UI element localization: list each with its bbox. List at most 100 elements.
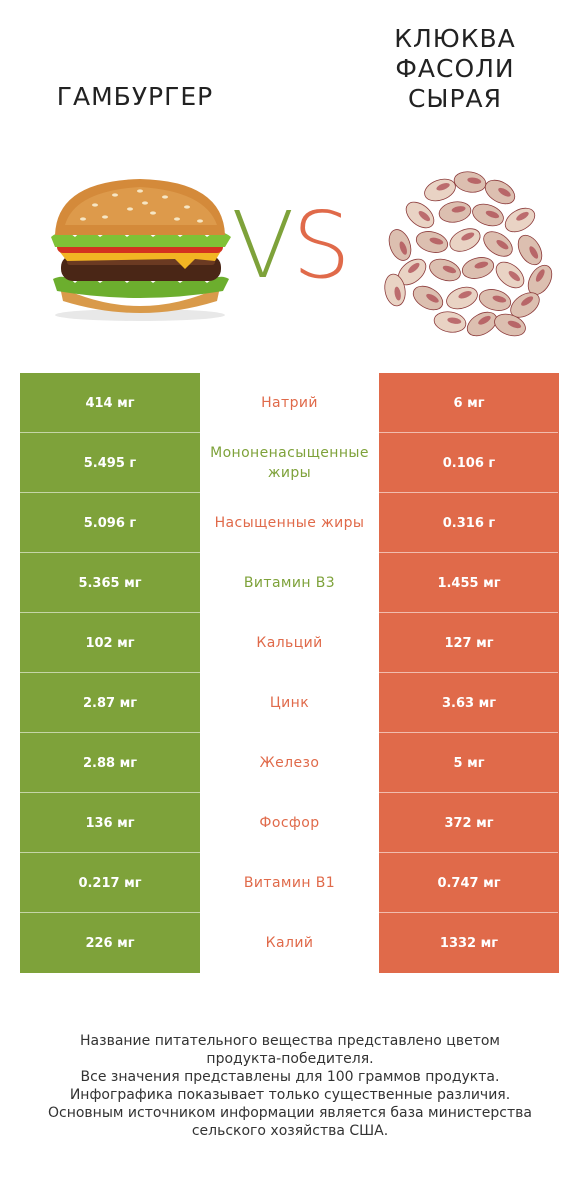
left-value: 136 мг bbox=[20, 793, 200, 853]
footnote-line: Название питательного вещества представл… bbox=[80, 1033, 500, 1049]
bean-speckle bbox=[461, 232, 475, 241]
bean-speckle bbox=[478, 315, 491, 325]
cranberry-beans-image bbox=[384, 171, 553, 337]
bean-speckle bbox=[399, 241, 407, 255]
nutrient-label: Калий bbox=[265, 935, 314, 951]
table-row: 136 мг Фосфор 372 мг bbox=[20, 793, 559, 853]
footnote-line: сельского хозяйства США. bbox=[191, 1123, 389, 1139]
nutrient-label: Цинк bbox=[269, 695, 310, 711]
bean-speckle bbox=[521, 296, 534, 306]
comparison-table: 414 мг Натрий 6 мг 5.495 г Мононенасыщенные … bbox=[20, 373, 559, 973]
right-value: 0.106 г bbox=[379, 433, 559, 493]
right-value: 3.63 мг bbox=[379, 673, 559, 733]
bean-speckle bbox=[429, 237, 444, 245]
nutrient-name: Кальций bbox=[200, 613, 379, 673]
left-value: 5.365 мг bbox=[20, 553, 200, 613]
bean-speckle bbox=[508, 270, 521, 282]
table-row: 226 мг Калий 1332 мг bbox=[20, 913, 559, 973]
nutrient-label: Натрий bbox=[261, 395, 318, 411]
nutrient-label: Железо bbox=[259, 755, 320, 771]
bean-speckle bbox=[451, 206, 466, 213]
bean-speckle bbox=[507, 320, 522, 329]
nutrient-name: Насыщенные жиры bbox=[200, 493, 379, 553]
vs-v: V bbox=[231, 192, 294, 299]
row-divider bbox=[20, 552, 200, 553]
bean-speckle bbox=[516, 211, 529, 221]
nutrient-label: Витамин B3 bbox=[243, 575, 336, 591]
table-row: 5.495 г Мононенасыщенные жиры 0.106 г bbox=[20, 433, 559, 493]
nutrient-label: Фосфор bbox=[259, 815, 320, 831]
row-divider bbox=[379, 612, 558, 613]
right-title-line: СЫРАЯ bbox=[407, 84, 503, 113]
right-value: 1332 мг bbox=[379, 913, 559, 973]
row-divider bbox=[20, 612, 200, 613]
bean-speckle bbox=[458, 291, 472, 299]
table-row: 5.365 мг Витамин B3 1.455 мг bbox=[20, 553, 559, 613]
bean-speckle bbox=[474, 261, 489, 269]
nutrient-name: Витамин B3 bbox=[200, 553, 379, 613]
right-value: 0.316 г bbox=[379, 493, 559, 553]
right-value: 6 мг bbox=[379, 373, 559, 433]
bean-speckle bbox=[529, 246, 539, 259]
left-value: 102 мг bbox=[20, 613, 200, 673]
vs-label: VS bbox=[228, 196, 352, 296]
bean-speckle bbox=[498, 187, 511, 197]
row-divider bbox=[20, 912, 200, 913]
row-divider bbox=[20, 852, 200, 853]
right-value: 5 мг bbox=[379, 733, 559, 793]
right-value: 127 мг bbox=[379, 613, 559, 673]
bean-speckle bbox=[467, 177, 482, 184]
left-product-title: ГАМБУРГЕР bbox=[56, 82, 214, 111]
right-title-line: ФАСОЛИ bbox=[395, 54, 515, 83]
footnote-line: продукта-победителя. bbox=[206, 1051, 374, 1067]
row-divider bbox=[379, 792, 558, 793]
bean-speckle bbox=[447, 317, 462, 324]
footnote-line: Основным источником информации является … bbox=[48, 1105, 532, 1121]
table-row: 414 мг Натрий 6 мг bbox=[20, 373, 559, 433]
right-value: 1.455 мг bbox=[379, 553, 559, 613]
nutrient-name: Натрий bbox=[200, 373, 379, 433]
row-divider bbox=[20, 432, 200, 433]
bean-speckle bbox=[442, 265, 457, 274]
bean-speckle bbox=[492, 295, 507, 303]
right-product-title: КЛЮКВА ФАСОЛИ СЫРАЯ bbox=[345, 24, 565, 114]
nutrient-label: Кальций bbox=[256, 635, 323, 651]
footnote-line: Все значения представлены для 100 граммо… bbox=[80, 1069, 500, 1085]
vs-s: S bbox=[292, 192, 350, 299]
row-divider bbox=[379, 552, 558, 553]
row-divider bbox=[20, 672, 200, 673]
table-row: 2.87 мг Цинк 3.63 мг bbox=[20, 673, 559, 733]
bean-speckle bbox=[408, 262, 420, 273]
left-value: 5.096 г bbox=[20, 493, 200, 553]
nutrient-name: Мононенасыщенные жиры bbox=[200, 433, 379, 493]
row-divider bbox=[379, 912, 558, 913]
table-row: 5.096 г Насыщенные жиры 0.316 г bbox=[20, 493, 559, 553]
left-value: 2.87 мг bbox=[20, 673, 200, 733]
bean-speckle bbox=[394, 286, 401, 301]
right-value: 0.747 мг bbox=[379, 853, 559, 913]
bean-speckle bbox=[535, 269, 545, 282]
table-row: 102 мг Кальций 127 мг bbox=[20, 613, 559, 673]
nutrient-name: Цинк bbox=[200, 673, 379, 733]
row-divider bbox=[379, 852, 558, 853]
bean-speckle bbox=[426, 293, 439, 303]
row-divider bbox=[20, 792, 200, 793]
row-divider bbox=[379, 492, 558, 493]
right-title-line: КЛЮКВА bbox=[394, 24, 516, 53]
nutrient-label: Мононенасыщенные жиры bbox=[210, 445, 369, 481]
nutrient-name: Железо bbox=[200, 733, 379, 793]
footnote: Название питательного вещества представл… bbox=[20, 1032, 560, 1140]
bean-speckle bbox=[496, 239, 509, 250]
bean-speckle bbox=[418, 210, 431, 222]
left-value: 226 мг bbox=[20, 913, 200, 973]
nutrient-name: Витамин B1 bbox=[200, 853, 379, 913]
bean-speckle bbox=[436, 183, 450, 191]
left-value: 0.217 мг bbox=[20, 853, 200, 913]
bean-speckle bbox=[485, 210, 500, 219]
left-value: 5.495 г bbox=[20, 433, 200, 493]
nutrient-name: Фосфор bbox=[200, 793, 379, 853]
left-value: 2.88 мг bbox=[20, 733, 200, 793]
nutrient-label: Насыщенные жиры bbox=[214, 515, 365, 531]
row-divider bbox=[379, 732, 558, 733]
footnote-line: Инфографика показывает только существенн… bbox=[69, 1087, 511, 1103]
